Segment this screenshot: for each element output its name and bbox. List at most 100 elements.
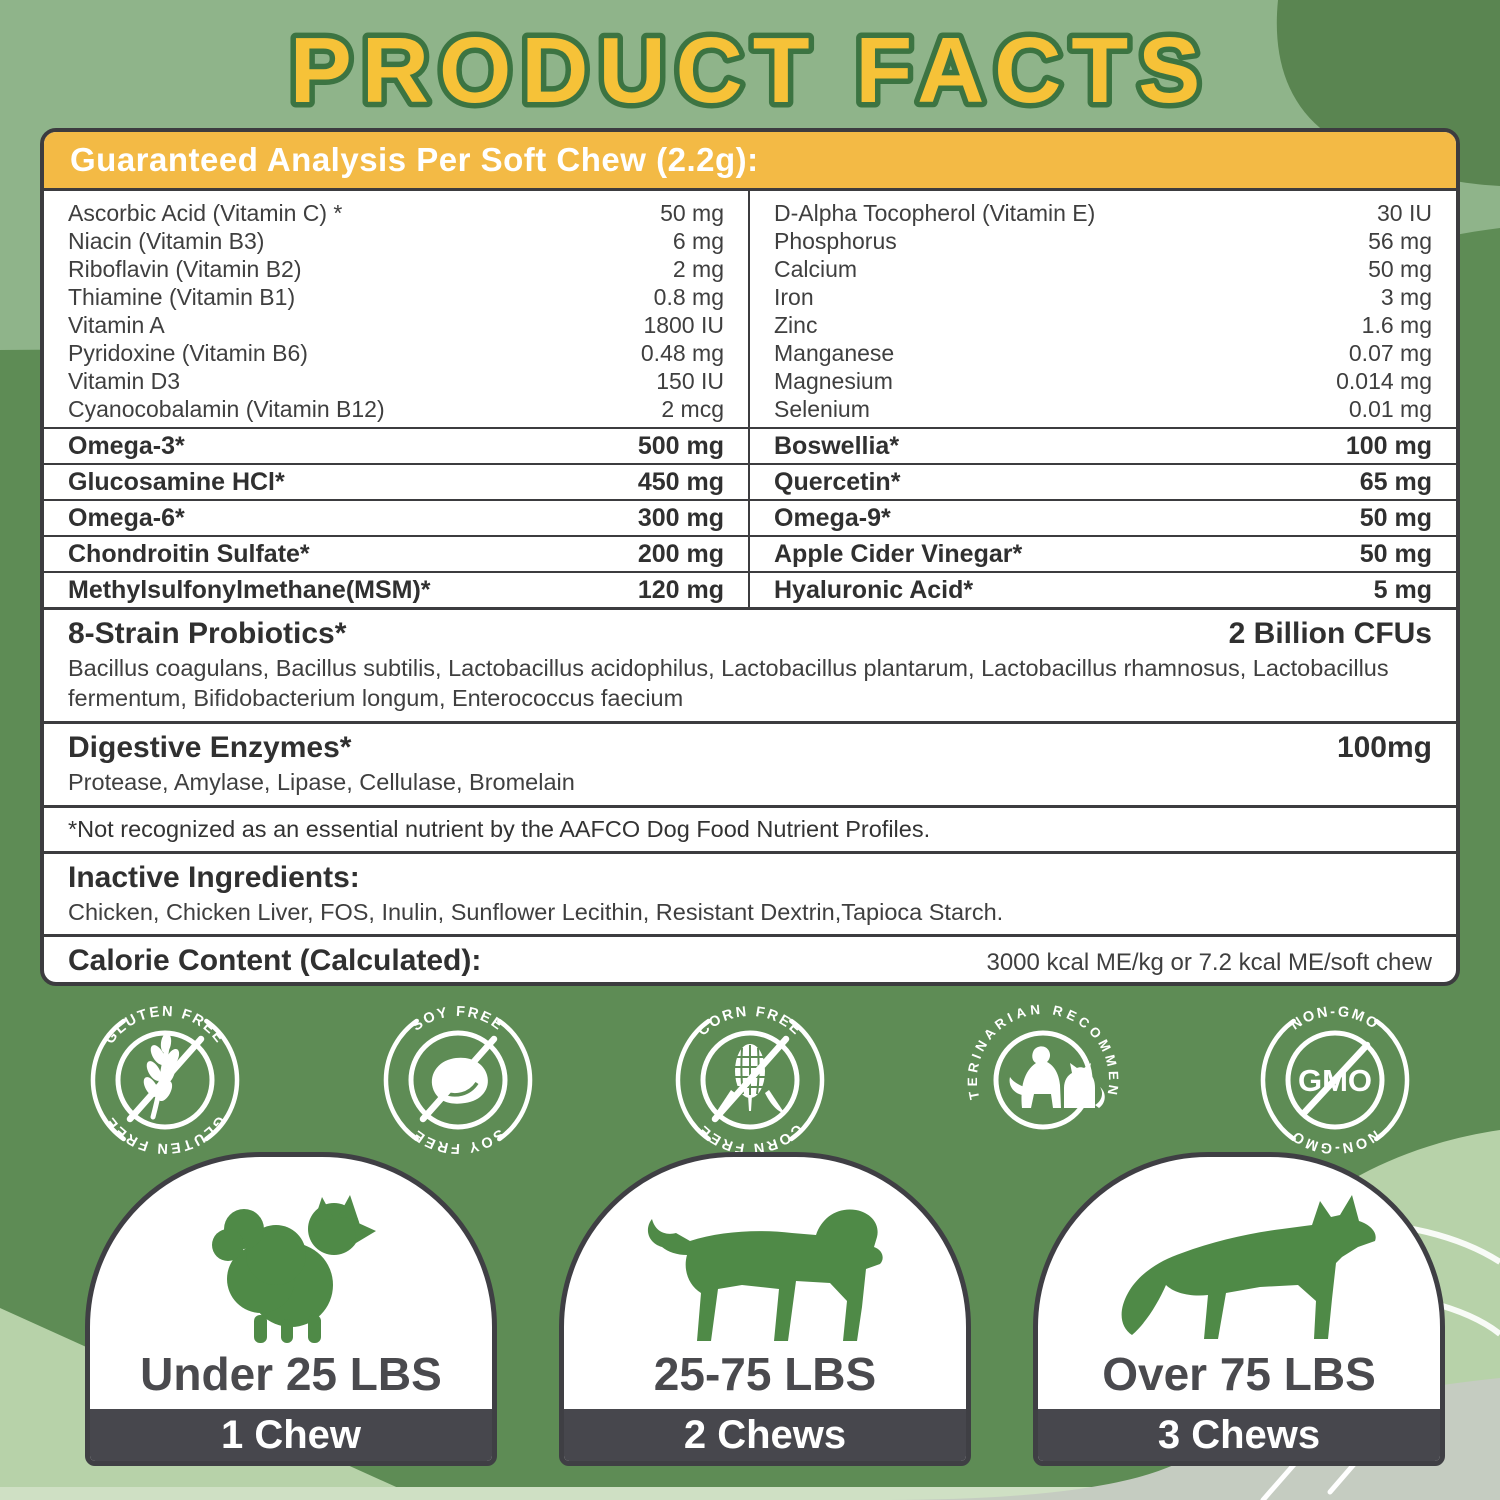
badge-bottom-label: GLUTEN FREE (102, 1113, 226, 1156)
nutrient-value: 3 mg (1380, 283, 1432, 310)
probiotics-section: 8-Strain Probiotics* 2 Billion CFUs Baci… (44, 607, 1456, 721)
nutrient-name: Magnesium (774, 367, 893, 394)
nutrient-name: Zinc (774, 311, 818, 338)
dosage-card-large-dog: Over 75 LBS 3 Chews (1033, 1152, 1445, 1466)
nutrient-name: Vitamin D3 (68, 367, 181, 394)
nutrient-value: 1800 IU (643, 311, 724, 338)
chew-count-label: 2 Chews (683, 1412, 847, 1457)
nutrient-name: Riboflavin (Vitamin B2) (68, 255, 302, 282)
calorie-content-value: 3000 kcal ME/kg or 7.2 kcal ME/soft chew (986, 949, 1432, 977)
nutrient-value: 120 mg (637, 575, 724, 604)
table-row: Zinc 1.6 mg (750, 311, 1456, 339)
table-row: Quercetin* 65 mg (750, 463, 1456, 499)
table-row: Omega-6* 300 mg (44, 499, 748, 535)
non-gmo-badge: GMO NON-GMO NON-GMO (1260, 1004, 1410, 1156)
table-row: Boswellia* 100 mg (750, 427, 1456, 463)
nutrient-name: D-Alpha Tocopherol (Vitamin E) (774, 199, 1096, 226)
table-row: Ascorbic Acid (Vitamin C) * 50 mg (44, 199, 748, 227)
nutrient-name: Calcium (774, 255, 858, 282)
nutrient-value: 50 mg (1368, 255, 1432, 282)
calorie-content-label: Calorie Content (Calculated): (68, 944, 482, 978)
table-row: Apple Cider Vinegar* 50 mg (750, 535, 1456, 571)
nutrient-name: Methylsulfonylmethane(MSM)* (68, 575, 431, 604)
nutrient-name: Phosphorus (774, 227, 897, 254)
crossed-out-slash (419, 1035, 497, 1123)
nutrient-value: 6 mg (672, 227, 724, 254)
nutrient-name: Thiamine (Vitamin B1) (68, 283, 296, 310)
nutrient-name: Omega-9* (774, 503, 891, 532)
table-row: Glucosamine HCl* 450 mg (44, 463, 748, 499)
nutrient-value: 0.01 mg (1348, 395, 1432, 422)
nutrient-name: Iron (774, 283, 814, 310)
actives-column-right: Boswellia* 100 mg Quercetin* 65 mg Omega-9… (750, 427, 1456, 607)
chew-count-bar: 1 Chew (90, 1409, 492, 1461)
title-text: PRODUCT FACTS (290, 18, 1211, 122)
panel-header: Guaranteed Analysis Per Soft Chew (2.2g)… (44, 132, 1456, 191)
nutrient-value: 2 mg (672, 255, 724, 282)
nutrient-value: 0.8 mg (653, 283, 724, 310)
nutrient-value: 5 mg (1373, 575, 1432, 604)
dosage-card-medium-dog: 25-75 LBS 2 Chews (559, 1152, 971, 1466)
gluten-free-badge: GLUTEN FREE GLUTEN FREE (90, 1004, 240, 1156)
large-dog-icon (1121, 1195, 1376, 1339)
probiotics-strain-list: Bacillus coagulans, Bacillus subtilis, L… (68, 655, 1389, 711)
table-row: Selenium 0.01 mg (750, 395, 1456, 423)
table-row: Vitamin A 1800 IU (44, 311, 748, 339)
probiotics-value: 2 Billion CFUs (1228, 617, 1432, 650)
table-row: Niacin (Vitamin B3) 6 mg (44, 227, 748, 255)
nutrient-value: 56 mg (1368, 227, 1432, 254)
table-row: Chondroitin Sulfate* 200 mg (44, 535, 748, 571)
vitamin-column-left: Ascorbic Acid (Vitamin C) * 50 mg Niacin … (44, 191, 750, 427)
table-row: Methylsulfonylmethane(MSM)* 120 mg (44, 571, 748, 607)
nutrient-name: Hyaluronic Acid* (774, 575, 974, 604)
medium-dog-icon (647, 1209, 883, 1341)
crossed-out-slash (126, 1035, 205, 1123)
table-row: Hyaluronic Acid* 5 mg (750, 571, 1456, 607)
nutrient-name: Vitamin A (68, 311, 165, 338)
table-row: D-Alpha Tocopherol (Vitamin E) 30 IU (750, 199, 1456, 227)
nutrient-name: Manganese (774, 339, 895, 366)
nutrient-value: 500 mg (637, 431, 724, 460)
nutrient-value: 65 mg (1359, 467, 1432, 496)
page-title: PRODUCT FACTS (284, 13, 1211, 128)
chew-count-label: 1 Chew (220, 1412, 362, 1457)
badge-top-label: SOY FREE (409, 1004, 504, 1035)
dosage-card-small-dog: Under 25 LBS 1 Chew (85, 1152, 497, 1466)
nutrient-value: 0.07 mg (1348, 339, 1432, 366)
inactive-ingredients-list: Chicken, Chicken Liver, FOS, Inulin, Sun… (68, 898, 1004, 925)
svg-text:SOY FREE: SOY FREE (409, 1004, 507, 1035)
nutrient-name: Apple Cider Vinegar* (774, 539, 1023, 568)
table-row: Thiamine (Vitamin B1) 0.8 mg (44, 283, 748, 311)
nutrient-value: 50 mg (660, 199, 724, 226)
table-row: Omega-3* 500 mg (44, 427, 748, 463)
nutrient-name: Selenium (774, 395, 870, 422)
soy-free-badge: SOY FREE SOY FREE (383, 1004, 532, 1156)
panel-header-label: Guaranteed Analysis Per Soft Chew (2.2g)… (70, 141, 759, 178)
nutrient-name: Omega-6* (68, 503, 185, 532)
actives-column-left: Omega-3* 500 mg Glucosamine HCl* 450 mg Om… (44, 427, 750, 607)
table-row: Phosphorus 56 mg (750, 227, 1456, 255)
corn-free-badge: CORN FREE CORN FREE (675, 1004, 825, 1156)
badge-row: GLUTEN FREE GLUTEN FREE SOY FREE SOY FRE… (0, 995, 1500, 1170)
nutrient-name: Ascorbic Acid (Vitamin C) * (68, 199, 343, 226)
table-row: Calcium 50 mg (750, 255, 1456, 283)
table-row: Riboflavin (Vitamin B2) 2 mg (44, 255, 748, 283)
aafco-footnote: *Not recognized as an essential nutrient… (44, 804, 1456, 851)
table-row: Iron 3 mg (750, 283, 1456, 311)
nutrient-name: Chondroitin Sulfate* (68, 539, 310, 568)
nutrient-name: Niacin (Vitamin B3) (68, 227, 265, 254)
nutrient-value: 150 IU (656, 367, 724, 394)
nutrient-value: 50 mg (1359, 503, 1432, 532)
dosage-row: Under 25 LBS 1 Chew 25-75 LBS 2 Chews (0, 1152, 1500, 1466)
nutrient-value: 200 mg (637, 539, 724, 568)
dog-size-label: Over 75 LBS (1102, 1348, 1376, 1400)
inactive-ingredients-section: Inactive Ingredients: Chicken, Chicken L… (44, 850, 1456, 935)
guaranteed-analysis-panel: Guaranteed Analysis Per Soft Chew (2.2g)… (40, 128, 1460, 986)
nutrient-value: 0.48 mg (640, 339, 724, 366)
nutrient-value: 0.014 mg (1336, 367, 1432, 394)
nutrient-name: Pyridoxine (Vitamin B6) (68, 339, 308, 366)
nutrient-value: 30 IU (1377, 199, 1432, 226)
inactive-ingredients-label: Inactive Ingredients: (68, 860, 360, 894)
table-row: Pyridoxine (Vitamin B6) 0.48 mg (44, 339, 748, 367)
active-ingredients-table: Omega-3* 500 mg Glucosamine HCl* 450 mg Om… (44, 427, 1456, 607)
